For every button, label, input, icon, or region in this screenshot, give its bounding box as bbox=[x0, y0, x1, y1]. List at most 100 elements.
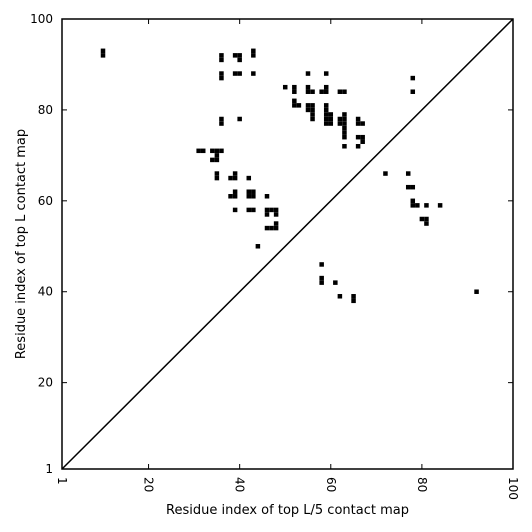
y-tick-label: 20 bbox=[38, 376, 53, 390]
contact-point bbox=[251, 194, 256, 199]
contact-point bbox=[342, 89, 347, 94]
contact-point bbox=[405, 184, 411, 190]
contact-point bbox=[424, 221, 429, 226]
contact-point bbox=[323, 121, 329, 126]
contact-point bbox=[328, 116, 334, 122]
contact-point bbox=[474, 289, 479, 294]
diagonal-layer bbox=[61, 18, 514, 470]
contact-point bbox=[419, 216, 425, 222]
contact-point bbox=[355, 116, 361, 122]
contact-point bbox=[214, 157, 220, 163]
contact-point bbox=[292, 98, 297, 104]
contact-point bbox=[282, 84, 288, 90]
contact-point bbox=[264, 207, 270, 213]
contact-point bbox=[237, 57, 242, 63]
contact-point bbox=[305, 107, 311, 113]
y-ticks: 1 20 40 60 80 100 bbox=[30, 12, 513, 476]
contact-point bbox=[355, 121, 361, 126]
contact-point bbox=[410, 89, 416, 94]
contact-point bbox=[228, 175, 233, 181]
contact-point bbox=[269, 207, 274, 213]
contact-point bbox=[337, 294, 343, 299]
contact-point bbox=[323, 107, 329, 113]
contact-point bbox=[273, 207, 279, 213]
x-tick-label: 80 bbox=[415, 477, 429, 492]
contact-point bbox=[424, 203, 429, 208]
contact-point bbox=[310, 116, 315, 122]
contact-point bbox=[305, 71, 311, 76]
contact-point bbox=[219, 57, 224, 63]
contact-point bbox=[200, 148, 206, 154]
contact-point bbox=[333, 280, 338, 285]
contact-point bbox=[264, 212, 270, 217]
contact-point bbox=[219, 75, 224, 81]
contact-point bbox=[323, 112, 329, 117]
contact-point bbox=[305, 84, 311, 90]
contact-point bbox=[219, 71, 224, 76]
contact-point bbox=[232, 207, 238, 213]
contact-point bbox=[292, 103, 297, 108]
contact-point bbox=[405, 171, 411, 176]
contact-point bbox=[219, 53, 224, 58]
contact-point bbox=[246, 194, 252, 199]
x-tick-label: 20 bbox=[142, 477, 156, 492]
contact-point bbox=[337, 89, 343, 94]
y-tick-label: 60 bbox=[38, 194, 53, 208]
contact-point bbox=[351, 298, 356, 304]
contact-point bbox=[342, 121, 347, 126]
contact-point bbox=[328, 121, 334, 126]
contact-point bbox=[246, 207, 252, 213]
contact-point bbox=[337, 121, 343, 126]
contact-point bbox=[237, 53, 242, 58]
contact-point bbox=[273, 212, 279, 217]
contact-point bbox=[232, 189, 238, 194]
x-tick-label: 1 bbox=[55, 477, 69, 485]
contact-point bbox=[305, 103, 311, 108]
contact-point bbox=[319, 89, 324, 94]
contact-point bbox=[342, 125, 347, 131]
contact-point bbox=[100, 53, 106, 58]
contact-point bbox=[342, 130, 347, 135]
contact-point bbox=[219, 121, 224, 126]
contact-point bbox=[319, 280, 324, 285]
contact-point bbox=[410, 198, 416, 204]
contact-point bbox=[355, 134, 361, 140]
contact-point bbox=[323, 71, 329, 76]
contact-point bbox=[251, 71, 256, 76]
contact-point bbox=[424, 216, 429, 222]
contact-point bbox=[342, 134, 347, 140]
y-tick-label: 100 bbox=[30, 12, 53, 26]
y-tick-label: 1 bbox=[45, 462, 53, 476]
contact-point bbox=[228, 194, 233, 199]
contact-point bbox=[219, 116, 224, 122]
contact-point bbox=[246, 189, 252, 194]
contact-point bbox=[196, 148, 201, 154]
contact-point bbox=[214, 171, 220, 176]
contact-point bbox=[232, 171, 238, 176]
contact-point bbox=[232, 175, 238, 181]
contact-point bbox=[410, 184, 416, 190]
contact-point bbox=[310, 112, 315, 117]
contact-point bbox=[342, 112, 347, 117]
contact-point bbox=[292, 84, 297, 90]
contact-point bbox=[219, 148, 224, 154]
contact-point bbox=[342, 144, 347, 149]
contact-point bbox=[232, 71, 238, 76]
contact-point bbox=[437, 203, 443, 208]
contact-point bbox=[310, 103, 315, 108]
contact-point bbox=[296, 103, 302, 108]
contact-point bbox=[100, 48, 106, 54]
contact-point bbox=[214, 175, 220, 181]
contact-point bbox=[273, 221, 279, 226]
contact-point bbox=[292, 89, 297, 94]
contact-point bbox=[310, 107, 315, 113]
contact-point bbox=[351, 294, 356, 299]
y-tick-label: 40 bbox=[38, 285, 53, 299]
contact-point bbox=[383, 171, 388, 176]
contact-point bbox=[410, 75, 416, 81]
x-ticks: 1 20 40 60 80 100 bbox=[55, 19, 520, 500]
contact-point bbox=[410, 203, 416, 208]
contact-point bbox=[214, 148, 220, 154]
contact-point bbox=[264, 225, 270, 231]
